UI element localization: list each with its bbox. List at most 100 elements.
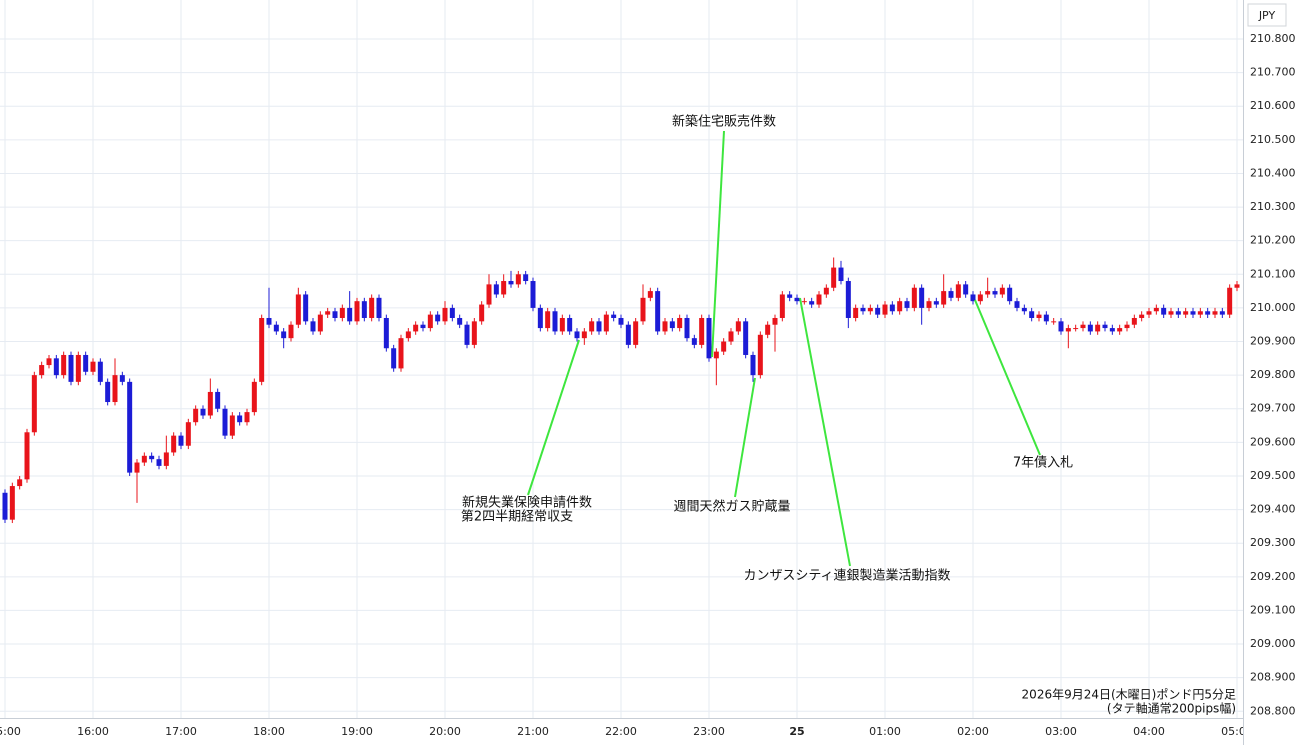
- y-tick-label: 208.900: [1250, 671, 1296, 684]
- candle-body: [171, 435, 177, 453]
- y-tick-label: 210.300: [1250, 200, 1296, 213]
- candle-body: [691, 338, 697, 345]
- candle-body: [985, 291, 991, 295]
- candle-body: [435, 314, 441, 322]
- candle-body: [669, 321, 675, 329]
- x-tick-label: 25: [789, 725, 804, 738]
- candle-body: [1095, 324, 1101, 332]
- leader-line: [974, 299, 1041, 456]
- candle-body: [523, 274, 529, 282]
- candle-body: [970, 294, 976, 302]
- candle-body: [339, 307, 345, 318]
- leader-line: [711, 130, 725, 358]
- price-axis-panel: [1243, 0, 1300, 745]
- candle-body: [361, 301, 367, 318]
- candle-body: [266, 317, 272, 325]
- y-tick-label: 209.700: [1250, 402, 1296, 415]
- candle-body: [229, 415, 235, 436]
- candle-body: [46, 358, 52, 366]
- candle-body: [1036, 314, 1042, 318]
- candle-body: [911, 287, 917, 308]
- candle-body: [787, 294, 793, 298]
- candle-body: [325, 311, 331, 315]
- candle-body: [75, 354, 81, 382]
- candle-body: [105, 381, 111, 403]
- candle-body: [963, 284, 969, 295]
- y-tick-label: 210.400: [1250, 166, 1296, 179]
- candle-body: [823, 287, 829, 295]
- candle-body: [1065, 328, 1071, 332]
- candles: [2, 257, 1240, 524]
- candle-body: [207, 391, 213, 416]
- candle-body: [215, 391, 221, 409]
- candle-body: [889, 304, 895, 312]
- candle-body: [486, 284, 492, 305]
- candle-body: [1219, 311, 1225, 315]
- candle-body: [288, 324, 294, 339]
- candle-body: [1168, 311, 1174, 315]
- candle-body: [1007, 287, 1013, 302]
- x-tick-label: 15:00: [0, 725, 21, 738]
- candle-body: [860, 307, 866, 312]
- x-tick-label: 18:00: [253, 725, 285, 738]
- y-tick-label: 209.500: [1250, 469, 1296, 482]
- candle-body: [1051, 321, 1057, 323]
- x-axis: 15:00 16:00 17:00 18:00 19:00 20:00 21:00 22:00…: [0, 725, 1253, 738]
- annotation: 週間天然ガス貯蔵量: [673, 499, 790, 515]
- candle-body: [31, 375, 37, 433]
- candle-body: [427, 314, 433, 329]
- candle-body: [552, 311, 558, 332]
- candle-body: [633, 321, 639, 345]
- candle-body: [508, 281, 514, 285]
- x-tick-label: 03:00: [1045, 725, 1077, 738]
- candle-body: [618, 317, 624, 325]
- candle-body: [310, 321, 316, 332]
- candle-body: [273, 324, 279, 332]
- y-tick-label: 210.200: [1250, 234, 1296, 247]
- x-tick-label: 16:00: [77, 725, 109, 738]
- candle-body: [97, 361, 103, 382]
- chart-note: (タテ軸通常200pips幅): [1107, 701, 1236, 716]
- candle-body: [647, 291, 653, 298]
- candle-body: [933, 301, 939, 305]
- candle-body: [838, 267, 844, 282]
- candle-body: [611, 314, 617, 318]
- candle-body: [728, 331, 734, 342]
- candle-body: [1153, 307, 1159, 312]
- candle-body: [244, 412, 250, 423]
- candle-body: [376, 297, 382, 318]
- candle-body: [1102, 324, 1108, 329]
- candle-body: [259, 317, 265, 382]
- candle-body: [501, 281, 507, 295]
- candle-body: [1139, 314, 1145, 318]
- chart-note: 2026年9月24日(木曜日)ポンド円5分足: [1022, 688, 1236, 702]
- candle-body: [479, 304, 485, 322]
- candle-body: [251, 381, 257, 413]
- candle-body: [757, 334, 763, 376]
- y-tick-label: 210.500: [1250, 133, 1296, 146]
- candle-body: [134, 462, 140, 473]
- candle-body: [1212, 311, 1218, 315]
- x-tick-label: 02:00: [957, 725, 989, 738]
- candle-body: [706, 317, 712, 359]
- candle-body: [90, 361, 96, 372]
- candle-body: [1029, 311, 1035, 318]
- y-tick-label: 210.000: [1250, 301, 1296, 314]
- candle-body: [772, 317, 778, 325]
- candle-body: [992, 291, 998, 295]
- x-tick-label: 19:00: [341, 725, 373, 738]
- y-tick-label: 210.700: [1250, 66, 1296, 79]
- y-tick-label: 209.300: [1250, 536, 1296, 549]
- candle-body: [1205, 311, 1211, 315]
- annotation: 7年債入札: [1013, 456, 1073, 471]
- candle-body: [493, 284, 499, 295]
- candle-body: [955, 284, 961, 298]
- candle-body: [303, 294, 309, 322]
- y-tick-label: 209.100: [1250, 603, 1296, 616]
- candle-body: [83, 354, 89, 372]
- candle-body: [816, 294, 822, 305]
- currency-label: JPY: [1258, 9, 1276, 22]
- x-tick-label: 01:00: [869, 725, 901, 738]
- candle-body: [596, 321, 602, 332]
- candle-body: [1146, 311, 1152, 315]
